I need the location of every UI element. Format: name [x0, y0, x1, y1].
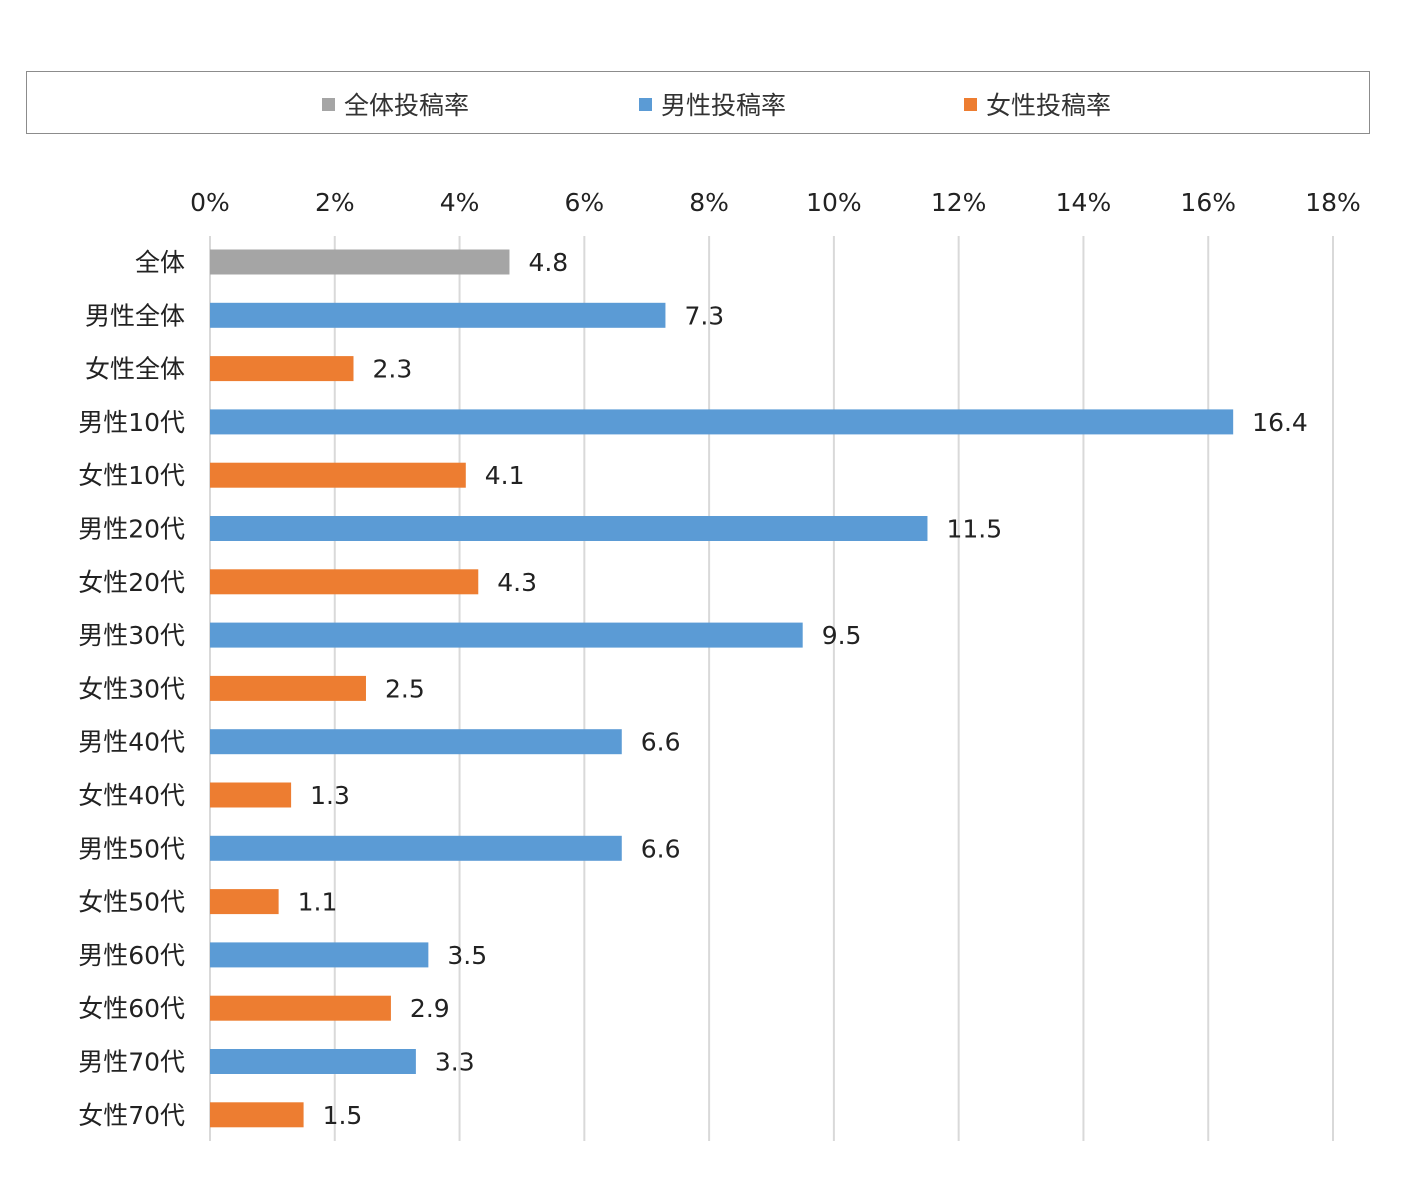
legend-swatch-male [639, 97, 652, 111]
bar [210, 1049, 416, 1074]
category-label: 男性70代 [78, 1048, 185, 1077]
x-axis-ticks: 0% 2% 4% 6% 8% 10% 12% 14% 16% 18% [190, 188, 1361, 217]
legend-label-total: 全体投稿率 [344, 91, 470, 120]
category-label: 女性40代 [78, 781, 185, 810]
data-label: 11.5 [946, 515, 1002, 544]
bar [210, 835, 622, 861]
legend: 全体投稿率 男性投稿率 女性投稿率 [26, 71, 1370, 134]
bar [210, 462, 466, 488]
bar [210, 356, 354, 382]
data-label: 4.8 [528, 248, 568, 277]
gridlines [209, 236, 1334, 1141]
data-label: 1.5 [323, 1101, 363, 1130]
x-tick-label: 18% [1305, 188, 1361, 217]
legend-label-female: 女性投稿率 [986, 91, 1112, 120]
bars [210, 249, 1234, 1128]
category-label: 男性40代 [78, 728, 185, 757]
bar [210, 729, 622, 755]
bar [210, 782, 292, 808]
data-label: 6.6 [641, 728, 681, 757]
bar [210, 409, 1234, 435]
x-tick-label: 2% [315, 188, 355, 217]
x-tick-label: 14% [1056, 188, 1112, 217]
x-tick-label: 16% [1180, 188, 1236, 217]
bar [210, 942, 429, 968]
x-tick-label: 12% [931, 188, 987, 217]
data-labels: 4.8 7.3 2.3 16.4 4.1 11.5 4.3 9.5 2.5 6.6 1.3 6.6 1.… [298, 248, 1308, 1130]
bar [210, 675, 366, 701]
bar [210, 249, 510, 275]
category-label: 男性60代 [78, 941, 185, 970]
bar [210, 622, 803, 648]
bar [210, 516, 928, 541]
legend-item-female: 女性投稿率 [964, 90, 1111, 120]
x-tick-label: 10% [806, 188, 862, 217]
category-label: 男性50代 [78, 834, 185, 863]
legend-item-total: 全体投稿率 [322, 90, 469, 120]
bar [210, 889, 279, 915]
category-label: 男性10代 [78, 408, 185, 437]
data-label: 2.9 [410, 994, 450, 1023]
category-labels: 全体男性全体女性全体男性10代女性10代男性20代女性20代男性30代女性30代… [78, 248, 185, 1130]
bar [210, 302, 666, 328]
data-label: 16.4 [1252, 408, 1308, 437]
data-label: 7.3 [684, 301, 724, 330]
category-label: 全体 [135, 248, 185, 277]
x-tick-label: 4% [440, 188, 480, 217]
data-label: 3.3 [435, 1048, 475, 1077]
legend-swatch-female [964, 97, 977, 111]
category-label: 女性全体 [85, 355, 185, 384]
category-label: 男性20代 [78, 515, 185, 544]
data-label: 4.1 [485, 461, 525, 490]
legend-swatch-total [322, 97, 335, 111]
x-tick-label: 0% [190, 188, 230, 217]
data-label: 3.5 [447, 941, 487, 970]
bar [210, 569, 479, 595]
x-tick-label: 8% [689, 188, 729, 217]
data-label: 2.3 [372, 355, 412, 384]
data-label: 6.6 [641, 834, 681, 863]
category-label: 女性70代 [78, 1101, 185, 1130]
legend-item-male: 男性投稿率 [639, 90, 786, 120]
data-label: 2.5 [385, 674, 425, 703]
category-label: 男性全体 [85, 301, 185, 330]
data-label: 9.5 [822, 621, 862, 650]
category-label: 女性60代 [78, 994, 185, 1023]
category-label: 女性10代 [78, 461, 185, 490]
bar [210, 995, 391, 1021]
category-label: 女性20代 [78, 568, 185, 597]
category-label: 男性30代 [78, 621, 185, 650]
legend-label-male: 男性投稿率 [661, 91, 787, 120]
bar [210, 1102, 304, 1128]
data-label: 1.1 [298, 888, 338, 917]
category-label: 女性30代 [78, 674, 185, 703]
x-tick-label: 6% [564, 188, 604, 217]
category-label: 女性50代 [78, 888, 185, 917]
data-label: 1.3 [310, 781, 350, 810]
data-label: 4.3 [497, 568, 537, 597]
